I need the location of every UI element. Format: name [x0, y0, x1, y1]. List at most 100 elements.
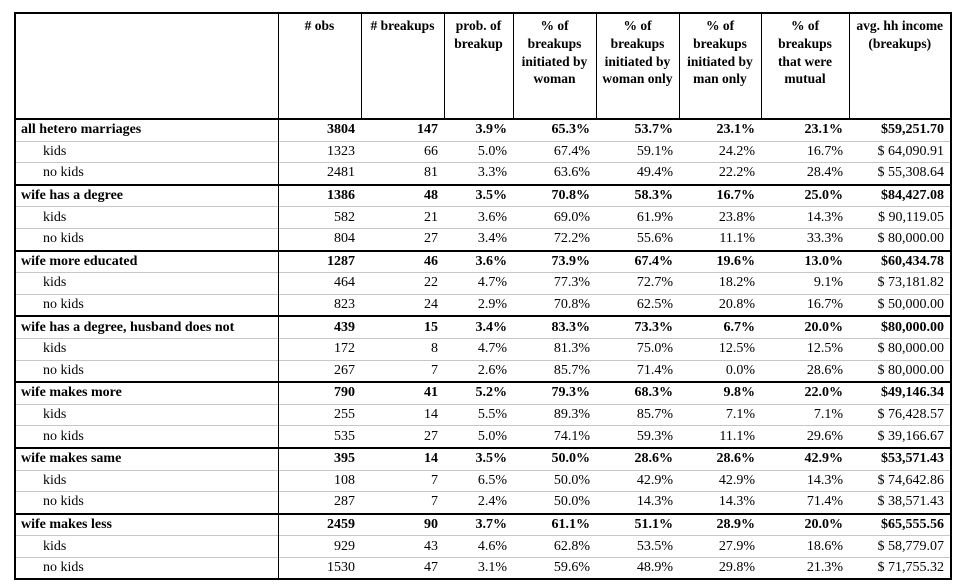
group-row: wife makes less 2459 90 3.7% 61.1% 51.1% 28.9%… [15, 512, 951, 536]
cell-avg-hh-income: $59,251.70 [849, 117, 951, 142]
cell-avg-hh-income: $ 90,119.05 [849, 206, 951, 229]
cell-pct-mutual: 28.6% [761, 359, 849, 383]
cell-pct-initiated-by-woman-only: 75.0% [596, 337, 679, 361]
sub-row: no kids 535 27 5.0% 74.1% 59.3% 11.1% 29.6% $ 39… [15, 425, 951, 448]
col-pct-initiated-by-woman: % of breakups initiated by woman [512, 13, 596, 119]
cell-num-breakups: 21 [361, 206, 444, 229]
cell-pct-initiated-by-woman: 61.1% [513, 512, 596, 536]
cell-num-obs: 1287 [278, 249, 361, 273]
sub-row: kids 172 8 4.7% 81.3% 75.0% 12.5% 12.5% $ 80,000… [15, 337, 951, 361]
row-label: kids [15, 140, 279, 163]
cell-num-obs: 3804 [278, 117, 361, 142]
cell-prob-breakup: 5.0% [444, 425, 513, 448]
cell-pct-mutual: 12.5% [761, 337, 849, 361]
cell-num-breakups: 27 [361, 227, 444, 251]
sub-row: no kids 1530 47 3.1% 59.6% 48.9% 29.8% 21.3% $ 7… [15, 556, 951, 580]
cell-prob-breakup: 3.6% [444, 206, 513, 229]
cell-num-obs: 287 [278, 491, 361, 514]
sub-row: kids 582 21 3.6% 69.0% 61.9% 23.8% 14.3% $ 90,11… [15, 206, 951, 229]
row-label: kids [15, 403, 279, 426]
group-row: wife more educated 1287 46 3.6% 73.9% 67.4% 19… [15, 249, 951, 273]
row-label: no kids [15, 359, 279, 383]
cell-avg-hh-income: $ 80,000.00 [849, 337, 951, 361]
sub-row: no kids 2481 81 3.3% 63.6% 49.4% 22.2% 28.4% $ 5… [15, 162, 951, 185]
table-body: all hetero marriages 3804 147 3.9% 65.3% 53.7… [15, 117, 951, 580]
cell-num-breakups: 15 [361, 315, 444, 339]
cell-num-breakups: 147 [361, 117, 444, 142]
cell-pct-initiated-by-man-only: 23.1% [679, 117, 761, 142]
cell-avg-hh-income: $ 73,181.82 [849, 272, 951, 295]
col-pct-mutual: % of breakups that were mutual [760, 13, 849, 119]
cell-prob-breakup: 3.5% [444, 183, 513, 207]
cell-pct-mutual: 21.3% [761, 556, 849, 580]
cell-avg-hh-income: $ 39,166.67 [849, 425, 951, 448]
cell-pct-mutual: 33.3% [761, 227, 849, 251]
cell-pct-initiated-by-woman-only: 68.3% [596, 381, 679, 405]
row-label: kids [15, 469, 279, 492]
col-num-breakups: # breakups [360, 13, 444, 119]
cell-num-breakups: 66 [361, 140, 444, 163]
cell-num-breakups: 48 [361, 183, 444, 207]
cell-pct-initiated-by-man-only: 6.7% [679, 315, 761, 339]
cell-num-breakups: 8 [361, 337, 444, 361]
cell-prob-breakup: 2.4% [444, 491, 513, 514]
cell-num-breakups: 41 [361, 381, 444, 405]
table-header: # obs # breakups prob. of breakup% of brea… [15, 13, 951, 119]
cell-pct-initiated-by-woman: 70.8% [513, 293, 596, 317]
cell-prob-breakup: 3.3% [444, 162, 513, 185]
cell-num-obs: 1323 [278, 140, 361, 163]
cell-num-breakups: 24 [361, 293, 444, 317]
row-label: wife has a degree [15, 183, 279, 207]
cell-num-obs: 1530 [278, 556, 361, 580]
cell-pct-initiated-by-man-only: 0.0% [679, 359, 761, 383]
cell-pct-mutual: 23.1% [761, 117, 849, 142]
sub-row: kids 255 14 5.5% 89.3% 85.7% 7.1% 7.1% $ 76,428.… [15, 403, 951, 426]
cell-avg-hh-income: $ 80,000.00 [849, 359, 951, 383]
cell-pct-mutual: 18.6% [761, 535, 849, 558]
cell-pct-initiated-by-woman-only: 42.9% [596, 469, 679, 492]
cell-prob-breakup: 3.1% [444, 556, 513, 580]
row-label: no kids [15, 425, 279, 448]
cell-avg-hh-income: $65,555.56 [849, 512, 951, 536]
cell-avg-hh-income: $ 71,755.32 [849, 556, 951, 580]
cell-pct-initiated-by-man-only: 11.1% [679, 425, 761, 448]
cell-num-obs: 929 [278, 535, 361, 558]
group-row: wife has a degree 1386 48 3.5% 70.8% 58.3% 16.… [15, 183, 951, 207]
cell-pct-initiated-by-woman-only: 59.3% [596, 425, 679, 448]
cell-pct-mutual: 16.7% [761, 140, 849, 163]
row-label: no kids [15, 556, 279, 580]
cell-pct-initiated-by-woman: 79.3% [513, 381, 596, 405]
sub-row: kids 108 7 6.5% 50.0% 42.9% 42.9% 14.3% $ 74,642… [15, 469, 951, 492]
cell-num-breakups: 46 [361, 249, 444, 273]
cell-pct-initiated-by-man-only: 29.8% [679, 556, 761, 580]
cell-pct-initiated-by-woman-only: 53.5% [596, 535, 679, 558]
sub-row: no kids 267 7 2.6% 85.7% 71.4% 0.0% 28.6% $ 80,0… [15, 359, 951, 383]
cell-pct-initiated-by-man-only: 28.9% [679, 512, 761, 536]
cell-pct-initiated-by-man-only: 16.7% [679, 183, 761, 207]
cell-prob-breakup: 3.4% [444, 227, 513, 251]
cell-pct-mutual: 7.1% [761, 403, 849, 426]
cell-pct-mutual: 14.3% [761, 469, 849, 492]
cell-prob-breakup: 3.5% [444, 446, 513, 470]
marriage-breakups-table: # obs # breakups prob. of breakup% of brea… [14, 12, 952, 581]
row-label: wife makes less [15, 512, 279, 536]
row-label: wife has a degree, husband does not [15, 315, 279, 339]
cell-pct-initiated-by-woman: 81.3% [513, 337, 596, 361]
cell-avg-hh-income: $53,571.43 [849, 446, 951, 470]
row-label: kids [15, 206, 279, 229]
cell-avg-hh-income: $ 74,642.86 [849, 469, 951, 492]
cell-prob-breakup: 5.0% [444, 140, 513, 163]
cell-num-obs: 823 [278, 293, 361, 317]
cell-pct-initiated-by-man-only: 27.9% [679, 535, 761, 558]
cell-pct-initiated-by-woman-only: 71.4% [596, 359, 679, 383]
cell-prob-breakup: 2.9% [444, 293, 513, 317]
cell-pct-initiated-by-woman: 85.7% [513, 359, 596, 383]
cell-prob-breakup: 4.7% [444, 272, 513, 295]
cell-pct-mutual: 9.1% [761, 272, 849, 295]
cell-pct-initiated-by-woman-only: 58.3% [596, 183, 679, 207]
cell-pct-initiated-by-woman-only: 73.3% [596, 315, 679, 339]
cell-num-obs: 790 [278, 381, 361, 405]
cell-pct-mutual: 14.3% [761, 206, 849, 229]
cell-num-breakups: 22 [361, 272, 444, 295]
cell-pct-mutual: 71.4% [761, 491, 849, 514]
